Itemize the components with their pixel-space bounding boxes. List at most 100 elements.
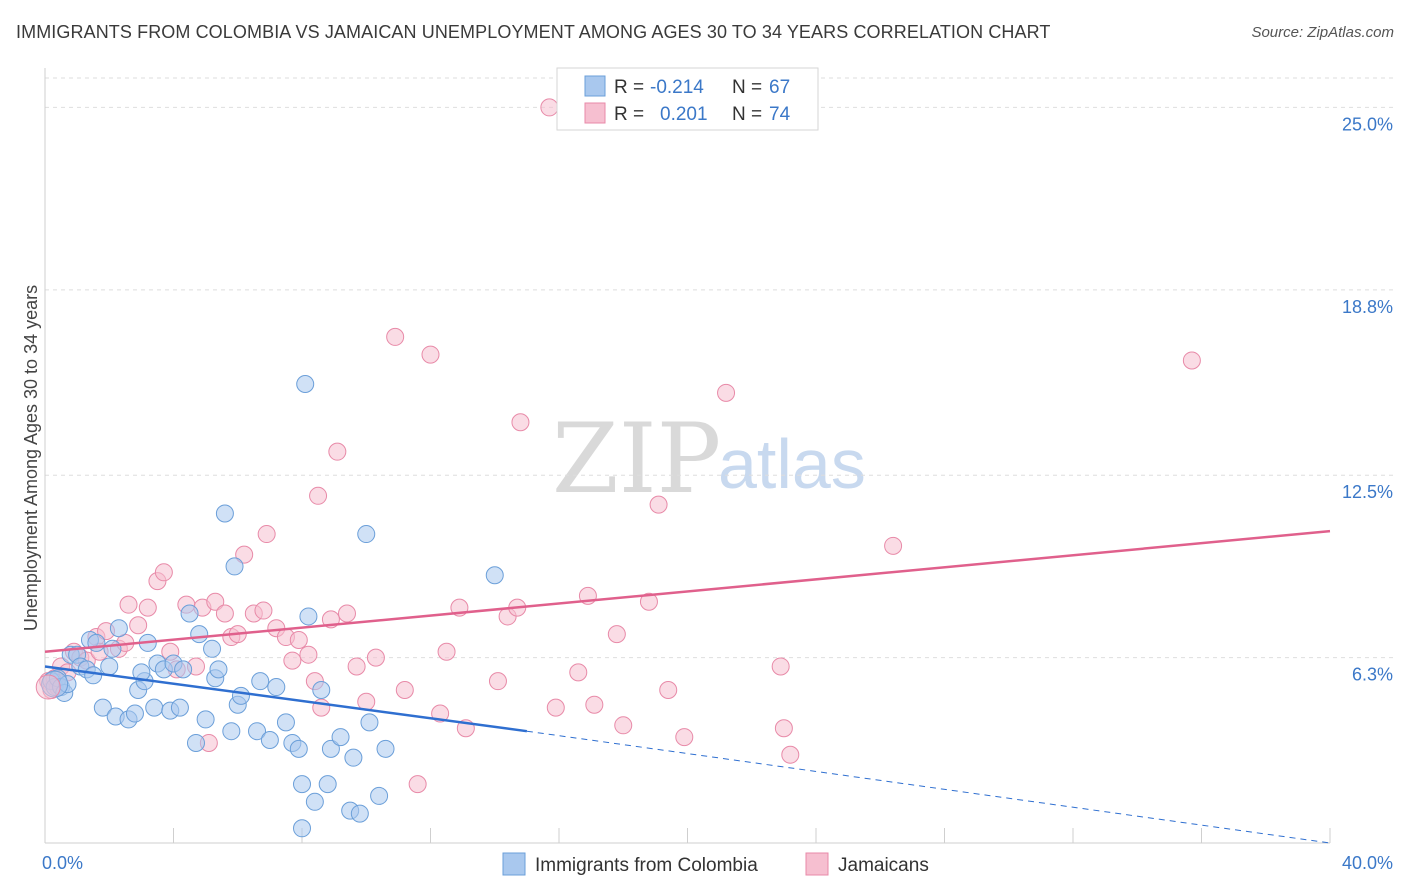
point-colombia [186, 733, 205, 752]
point-jamaican [649, 495, 668, 514]
point-colombia [350, 804, 369, 823]
data-points [35, 98, 1201, 838]
point-jamaican [546, 698, 565, 717]
point-colombia [103, 639, 122, 658]
watermark-zip: ZIP [552, 403, 721, 515]
point-colombia [174, 660, 193, 679]
point-colombia [289, 739, 308, 758]
point-jamaican [781, 745, 800, 764]
point-jamaican [585, 695, 604, 714]
source-label: Source: ZipAtlas.com [1251, 24, 1394, 41]
point-jamaican [614, 716, 633, 735]
legend-swatch-pink [584, 102, 606, 124]
point-jamaican-cluster [35, 674, 61, 700]
point-jamaican [607, 625, 626, 644]
legend-r-label-pink: R = [614, 104, 644, 125]
point-jamaican [717, 383, 736, 402]
point-jamaican [299, 645, 318, 664]
point-jamaican [366, 648, 385, 667]
legend-n-value-pink: 74 [769, 104, 791, 125]
point-colombia [215, 504, 234, 523]
chart-title: IMMIGRANTS FROM COLOMBIA VS JAMAICAN UNE… [16, 22, 1051, 42]
point-colombia [312, 681, 331, 699]
point-colombia [100, 657, 119, 676]
point-colombia [293, 775, 311, 794]
point-jamaican [540, 98, 559, 117]
point-colombia [267, 678, 286, 697]
point-jamaican [511, 413, 530, 432]
y-tick-label: 12.5% [1342, 482, 1393, 502]
point-colombia [344, 748, 363, 767]
point-jamaican [421, 345, 440, 364]
watermark-atlas: atlas [718, 425, 866, 503]
x-tick-label: 0.0% [42, 853, 83, 873]
point-colombia [84, 666, 103, 685]
point-jamaican [639, 592, 658, 611]
x-tick-label: 40.0% [1342, 853, 1393, 873]
point-colombia [293, 819, 311, 838]
point-jamaican [771, 657, 790, 676]
point-jamaican [659, 681, 678, 699]
point-colombia [305, 792, 324, 811]
bottom-legend-label-blue: Immigrants from Colombia [535, 855, 758, 876]
point-colombia [93, 698, 112, 717]
point-colombia [321, 739, 340, 758]
legend-r-label-blue: R = [614, 77, 644, 98]
point-colombia [203, 639, 222, 658]
point-colombia [251, 672, 270, 691]
point-jamaican [437, 642, 456, 661]
point-colombia [145, 698, 164, 717]
point-colombia [87, 633, 106, 652]
point-colombia [376, 739, 395, 758]
tick-labels: 6.3% 12.5% 18.8% 25.0% 0.0% 40.0% [42, 114, 1393, 873]
bottom-legend-swatch-pink [805, 852, 829, 876]
point-jamaican [569, 663, 588, 682]
point-jamaican [289, 630, 308, 649]
point-jamaican [283, 651, 302, 670]
point-jamaican [1182, 351, 1201, 370]
bottom-legend-label-pink: Jamaicans [838, 855, 929, 876]
point-jamaican [386, 327, 405, 346]
point-colombia [109, 619, 128, 638]
point-jamaican [774, 719, 793, 738]
point-colombia [318, 775, 337, 794]
legend-n-label-pink: N = [732, 104, 762, 125]
point-jamaican [309, 486, 328, 505]
correlation-legend: R = -0.214 N = 67 R = 0.201 N = 74 [556, 67, 819, 131]
point-colombia [331, 728, 350, 747]
point-colombia [299, 607, 318, 626]
point-jamaican [119, 595, 138, 614]
point-jamaican [129, 616, 148, 635]
point-colombia [231, 686, 250, 705]
legend-r-value-pink: 0.201 [660, 104, 708, 125]
point-colombia [180, 604, 199, 623]
point-colombia [248, 722, 267, 741]
legend-swatch-blue [584, 75, 606, 97]
point-colombia [132, 663, 151, 682]
point-colombia [190, 625, 209, 644]
point-colombia [360, 713, 379, 732]
point-jamaican [254, 601, 273, 620]
point-colombia [260, 731, 279, 750]
series-legend: Immigrants from Colombia Jamaicans [502, 852, 929, 876]
point-colombia [485, 566, 504, 585]
trend-line-colombia-extension [526, 730, 1331, 844]
point-jamaican [488, 672, 507, 691]
bottom-legend-swatch-blue [502, 852, 526, 876]
point-colombia [170, 698, 189, 717]
y-tick-label: 6.3% [1352, 665, 1393, 685]
point-jamaican [328, 442, 347, 461]
trend-line-jamaican [44, 529, 1331, 653]
point-jamaican [408, 775, 427, 794]
y-axis-label: Unemployment Among Ages 30 to 34 years [21, 285, 41, 631]
point-colombia [196, 710, 215, 729]
point-jamaican [395, 681, 414, 699]
point-jamaican [138, 598, 157, 617]
point-jamaican [154, 563, 173, 582]
point-colombia [296, 375, 315, 393]
point-colombia [370, 786, 389, 805]
point-jamaican [347, 657, 366, 676]
y-tick-label: 25.0% [1342, 114, 1393, 134]
legend-n-label-blue: N = [732, 77, 762, 98]
